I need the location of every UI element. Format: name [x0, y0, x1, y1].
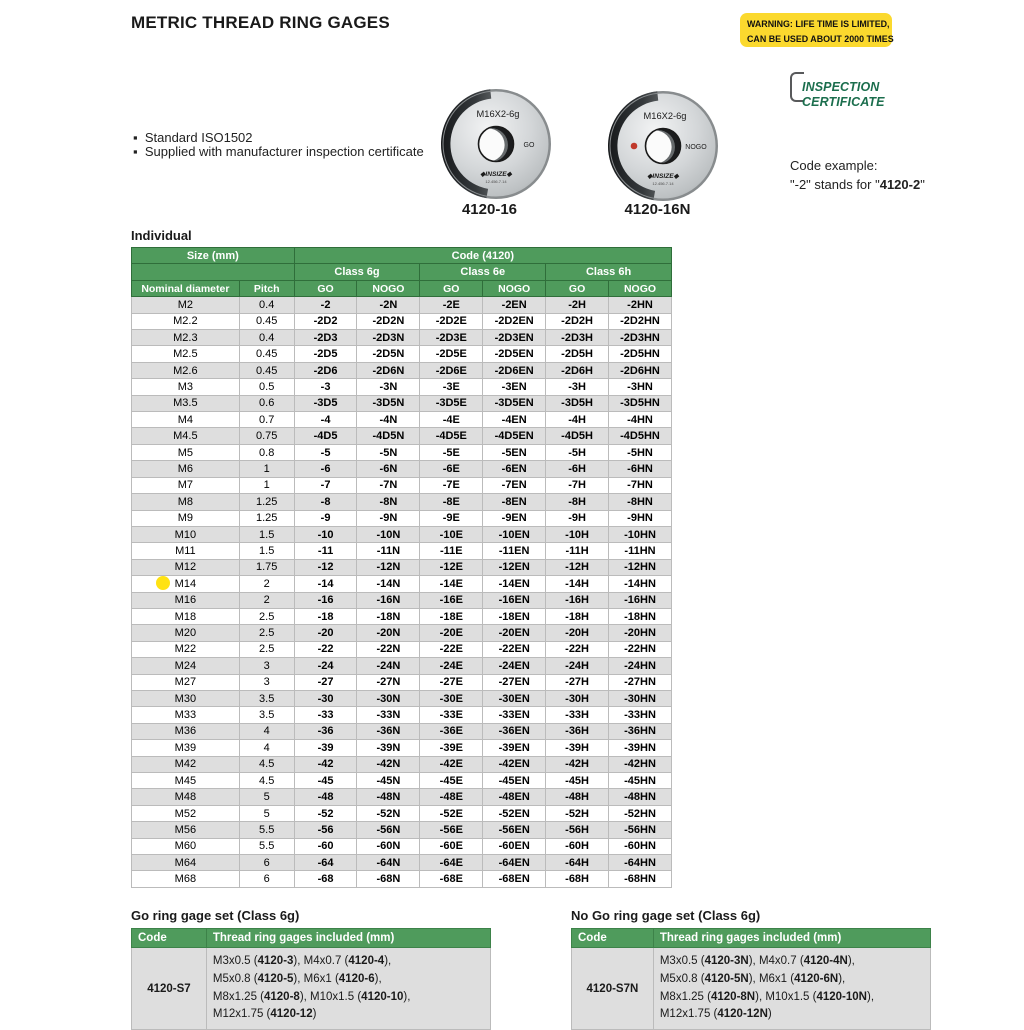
svg-text:◆INSIZE◆: ◆INSIZE◆	[480, 171, 512, 178]
svg-text:NOGO: NOGO	[685, 144, 707, 151]
svg-text:M16X2-6g: M16X2-6g	[477, 109, 520, 119]
svg-text:M16X2-6g: M16X2-6g	[644, 111, 687, 121]
svg-text:GO: GO	[524, 142, 535, 149]
svg-text:12.456.7.14: 12.456.7.14	[485, 179, 507, 184]
svg-text:◆INSIZE◆: ◆INSIZE◆	[647, 173, 679, 180]
svg-text:12.456.7.14: 12.456.7.14	[652, 181, 674, 186]
